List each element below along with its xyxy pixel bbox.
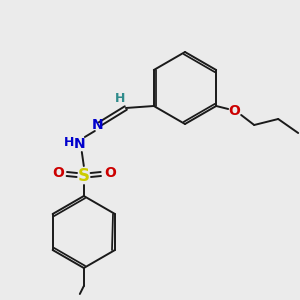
Text: O: O — [228, 104, 240, 118]
Text: S: S — [78, 167, 90, 185]
Text: H: H — [64, 136, 74, 149]
Text: N: N — [74, 137, 85, 151]
Text: N: N — [92, 118, 103, 132]
Text: O: O — [52, 166, 64, 180]
Text: O: O — [104, 166, 116, 180]
Text: H: H — [115, 92, 125, 104]
